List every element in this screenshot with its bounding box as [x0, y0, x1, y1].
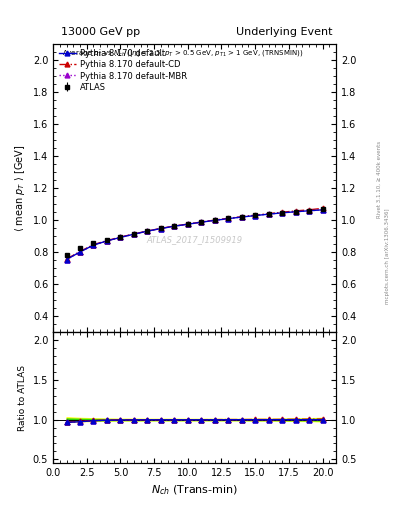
- Pythia 8.170 default-CD: [212, 217, 217, 223]
- Pythia 8.170 default: [280, 210, 285, 216]
- Pythia 8.170 default-MBR: [185, 221, 190, 227]
- Pythia 8.170 default-CD: [307, 207, 311, 213]
- Pythia 8.170 default-MBR: [158, 225, 163, 231]
- Pythia 8.170 default: [307, 208, 311, 214]
- Pythia 8.170 default: [320, 207, 325, 213]
- Y-axis label: $\langle$ mean $p_T$ $\rangle$ [GeV]: $\langle$ mean $p_T$ $\rangle$ [GeV]: [13, 144, 27, 231]
- Text: Rivet 3.1.10, ≥ 400k events: Rivet 3.1.10, ≥ 400k events: [377, 141, 382, 218]
- Pythia 8.170 default-CD: [118, 234, 123, 240]
- Pythia 8.170 default-MBR: [280, 210, 285, 216]
- Pythia 8.170 default: [212, 217, 217, 223]
- Line: Pythia 8.170 default: Pythia 8.170 default: [64, 207, 325, 262]
- Line: Pythia 8.170 default-CD: Pythia 8.170 default-CD: [64, 206, 325, 262]
- Pythia 8.170 default-MBR: [145, 228, 150, 234]
- Pythia 8.170 default-MBR: [78, 249, 83, 255]
- Pythia 8.170 default-MBR: [320, 207, 325, 213]
- Pythia 8.170 default-MBR: [91, 242, 96, 248]
- Pythia 8.170 default: [78, 249, 83, 255]
- Pythia 8.170 default-CD: [253, 212, 257, 218]
- Pythia 8.170 default: [199, 219, 204, 225]
- Pythia 8.170 default-MBR: [239, 214, 244, 220]
- Pythia 8.170 default: [145, 228, 150, 234]
- Pythia 8.170 default-MBR: [226, 216, 231, 222]
- Pythia 8.170 default-MBR: [172, 223, 177, 229]
- Pythia 8.170 default-MBR: [64, 257, 69, 263]
- Pythia 8.170 default-CD: [172, 223, 177, 229]
- Text: ATLAS_2017_I1509919: ATLAS_2017_I1509919: [147, 236, 242, 244]
- Text: mcplots.cern.ch [arXiv:1306.3436]: mcplots.cern.ch [arXiv:1306.3436]: [385, 208, 389, 304]
- Pythia 8.170 default-CD: [185, 221, 190, 227]
- Pythia 8.170 default-MBR: [105, 238, 109, 244]
- Pythia 8.170 default-MBR: [212, 217, 217, 223]
- Legend: Pythia 8.170 default, Pythia 8.170 default-CD, Pythia 8.170 default-MBR, ATLAS: Pythia 8.170 default, Pythia 8.170 defau…: [55, 46, 190, 95]
- Pythia 8.170 default-CD: [145, 228, 150, 234]
- Pythia 8.170 default: [172, 223, 177, 229]
- Pythia 8.170 default: [64, 257, 69, 263]
- Pythia 8.170 default-CD: [199, 219, 204, 225]
- Pythia 8.170 default: [105, 238, 109, 244]
- Y-axis label: Ratio to ATLAS: Ratio to ATLAS: [18, 365, 27, 431]
- Pythia 8.170 default-CD: [105, 238, 109, 244]
- Pythia 8.170 default-CD: [320, 205, 325, 211]
- Pythia 8.170 default: [185, 221, 190, 227]
- Pythia 8.170 default: [132, 231, 136, 237]
- Pythia 8.170 default: [293, 209, 298, 215]
- Pythia 8.170 default-CD: [158, 225, 163, 231]
- Pythia 8.170 default-MBR: [266, 211, 271, 217]
- Text: 13000 GeV pp: 13000 GeV pp: [61, 27, 140, 37]
- Text: Average $p_T$ vs $N_{ch}$ ($|\eta|$ < 2.5, $p_T$ > 0.5 GeV, $p_{T1}$ > 1 GeV, (T: Average $p_T$ vs $N_{ch}$ ($|\eta|$ < 2.…: [62, 48, 303, 59]
- Pythia 8.170 default: [158, 225, 163, 231]
- Pythia 8.170 default-CD: [226, 215, 231, 221]
- Pythia 8.170 default-CD: [239, 214, 244, 220]
- Text: Underlying Event: Underlying Event: [235, 27, 332, 37]
- Pythia 8.170 default-CD: [78, 248, 83, 254]
- Pythia 8.170 default: [239, 214, 244, 220]
- Pythia 8.170 default-CD: [280, 209, 285, 215]
- Pythia 8.170 default-CD: [293, 208, 298, 214]
- Line: Pythia 8.170 default-MBR: Pythia 8.170 default-MBR: [64, 207, 325, 262]
- Pythia 8.170 default: [266, 211, 271, 217]
- Pythia 8.170 default-CD: [91, 242, 96, 248]
- Pythia 8.170 default-CD: [266, 210, 271, 217]
- Pythia 8.170 default: [91, 242, 96, 248]
- Pythia 8.170 default-MBR: [253, 212, 257, 219]
- Pythia 8.170 default: [118, 234, 123, 241]
- Pythia 8.170 default-MBR: [132, 231, 136, 237]
- Pythia 8.170 default-MBR: [293, 209, 298, 215]
- Pythia 8.170 default-MBR: [307, 208, 311, 214]
- Pythia 8.170 default: [253, 212, 257, 219]
- Pythia 8.170 default: [226, 216, 231, 222]
- Pythia 8.170 default-CD: [132, 231, 136, 237]
- Pythia 8.170 default-CD: [64, 256, 69, 262]
- Pythia 8.170 default-MBR: [199, 219, 204, 225]
- Pythia 8.170 default-MBR: [118, 234, 123, 241]
- X-axis label: $N_{ch}$ (Trans-min): $N_{ch}$ (Trans-min): [151, 484, 238, 497]
